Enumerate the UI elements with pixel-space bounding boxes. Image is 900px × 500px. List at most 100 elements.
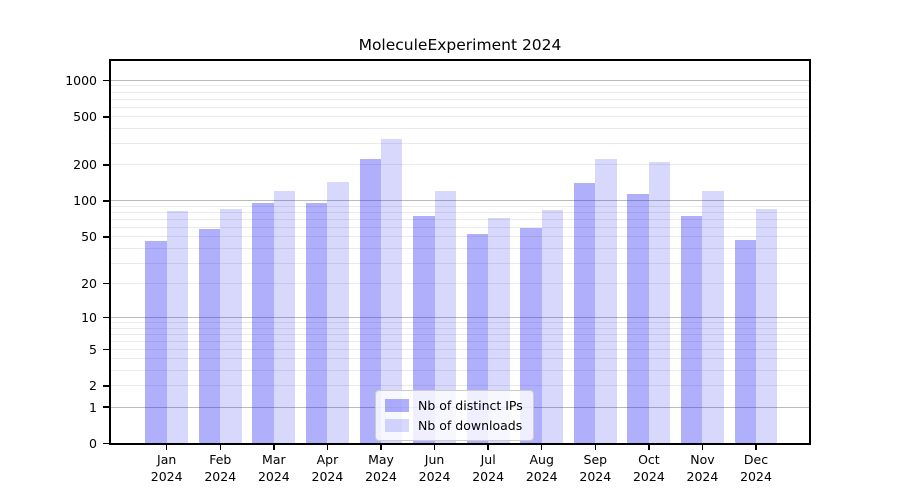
y-tick-mark-500 [103, 116, 110, 118]
gridline-minor-80 [110, 212, 810, 214]
x-tick-mark-sep [594, 444, 597, 450]
bar-nb-of-downloads-jun [434, 191, 456, 444]
y-tick-label-5: 5 [89, 341, 97, 357]
x-tick-mark-jan [165, 444, 168, 450]
gridline-minor-2 [110, 385, 810, 387]
gridline-minor-300 [110, 143, 810, 145]
bar-nb-of-distinct-ips-aug [520, 228, 542, 444]
axis-spine-left [109, 60, 111, 444]
axis-spine-bottom [109, 442, 811, 445]
x-tick-label-jun: Jun 2024 [418, 452, 451, 484]
x-tick-mark-feb [219, 444, 222, 450]
gridline-minor-90 [110, 205, 810, 207]
gridline-minor-900 [110, 85, 810, 87]
gridline-minor-7 [110, 333, 810, 335]
y-tick-label-0: 0 [89, 436, 97, 451]
x-tick-mark-nov [701, 444, 704, 450]
gridline-minor-700 [110, 98, 810, 100]
x-tick-label-nov: Nov 2024 [686, 452, 719, 484]
y-tick-label-100: 100 [73, 193, 97, 209]
y-tick-mark-1000 [103, 79, 110, 82]
bar-nb-of-downloads-aug [541, 210, 564, 444]
x-tick-mark-oct [648, 444, 650, 450]
legend-swatch-downloads [385, 419, 409, 432]
legend-item-distinct-ips: Nb of distinct IPs [385, 397, 523, 414]
bar-nb-of-downloads-jan [166, 211, 189, 444]
y-tick-mark-100 [103, 200, 110, 202]
y-tick-mark-200 [103, 164, 110, 166]
x-tick-mark-apr [326, 444, 329, 450]
y-tick-mark-0 [103, 442, 110, 445]
y-tick-mark-1 [103, 406, 110, 408]
x-tick-mark-may [380, 444, 382, 450]
gridline-minor-5 [110, 348, 810, 350]
gridline-minor-30 [110, 262, 810, 264]
x-tick-label-mar: Mar 2024 [257, 452, 290, 484]
bar-nb-of-downloads-sep [595, 158, 617, 444]
y-tick-label-50: 50 [81, 229, 97, 245]
gridline-major-1000 [110, 79, 810, 81]
x-tick-label-jul: Jul 2024 [472, 452, 505, 484]
legend-label-downloads: Nb of downloads [418, 418, 523, 433]
legend-swatch-distinct-ips [385, 399, 409, 412]
y-tick-label-200: 200 [73, 157, 97, 173]
chart-title: MoleculeExperiment 2024 [358, 36, 562, 54]
x-tick-label-jan: Jan 2024 [150, 452, 183, 484]
bar-nb-of-distinct-ips-nov [681, 215, 703, 444]
bar-nb-of-downloads-dec [756, 208, 778, 444]
plot-area: Nb of distinct IPs Nb of downloads [110, 60, 810, 444]
gridline-minor-70 [110, 218, 810, 220]
gridline-major-100 [110, 200, 810, 202]
bar-nb-of-downloads-apr [327, 181, 349, 444]
gridline-minor-9 [110, 322, 810, 323]
bar-nb-of-downloads-mar [273, 190, 296, 444]
x-tick-mark-mar [273, 444, 275, 450]
y-tick-mark-2 [103, 385, 110, 387]
bar-nb-of-distinct-ips-jan [145, 241, 167, 444]
x-tick-label-oct: Oct 2024 [632, 452, 665, 484]
gridline-minor-500 [110, 116, 810, 118]
x-tick-label-may: May 2024 [365, 452, 397, 484]
x-tick-mark-dec [755, 444, 757, 450]
bar-nb-of-downloads-nov [702, 190, 724, 444]
gridline-major-10 [110, 316, 810, 318]
x-tick-label-dec: Dec 2024 [740, 452, 772, 484]
gridline-minor-3 [110, 370, 810, 372]
y-tick-mark-5 [103, 348, 110, 351]
bar-nb-of-distinct-ips-apr [306, 202, 328, 444]
bar-nb-of-distinct-ips-may [359, 158, 381, 444]
gridline-minor-20 [110, 283, 810, 284]
y-tick-mark-50 [103, 236, 110, 238]
legend-label-distinct-ips: Nb of distinct IPs [418, 398, 523, 413]
bar-nb-of-distinct-ips-mar [252, 203, 274, 444]
bar-nb-of-distinct-ips-dec [734, 240, 757, 444]
axis-spine-top [109, 59, 811, 61]
gridline-minor-600 [110, 106, 810, 108]
gridline-minor-40 [110, 247, 810, 249]
bar-nb-of-distinct-ips-sep [573, 182, 596, 444]
bar-nb-of-downloads-jul [488, 218, 510, 444]
gridline-minor-800 [110, 91, 810, 93]
gridline-minor-200 [110, 164, 810, 166]
gridline-minor-60 [110, 226, 810, 228]
bar-nb-of-downloads-oct [648, 161, 671, 444]
y-tick-label-1: 1 [89, 399, 97, 415]
legend-item-downloads: Nb of downloads [385, 417, 523, 434]
bar-nb-of-distinct-ips-oct [627, 193, 649, 444]
y-tick-label-500: 500 [73, 109, 97, 125]
bar-nb-of-downloads-may [381, 138, 403, 444]
x-tick-mark-jun [433, 444, 436, 450]
gridline-minor-50 [110, 236, 810, 238]
x-tick-label-apr: Apr 2024 [311, 452, 344, 484]
y-tick-mark-20 [103, 282, 110, 285]
bar-nb-of-distinct-ips-feb [198, 229, 221, 444]
x-tick-mark-jul [487, 444, 489, 450]
y-tick-mark-10 [103, 316, 110, 319]
x-tick-label-feb: Feb 2024 [204, 452, 237, 484]
y-tick-label-2: 2 [89, 378, 97, 394]
y-tick-label-10: 10 [81, 309, 97, 325]
gridline-minor-6 [110, 340, 810, 342]
gridline-minor-4 [110, 358, 810, 360]
x-tick-label-sep: Sep 2024 [579, 452, 612, 484]
